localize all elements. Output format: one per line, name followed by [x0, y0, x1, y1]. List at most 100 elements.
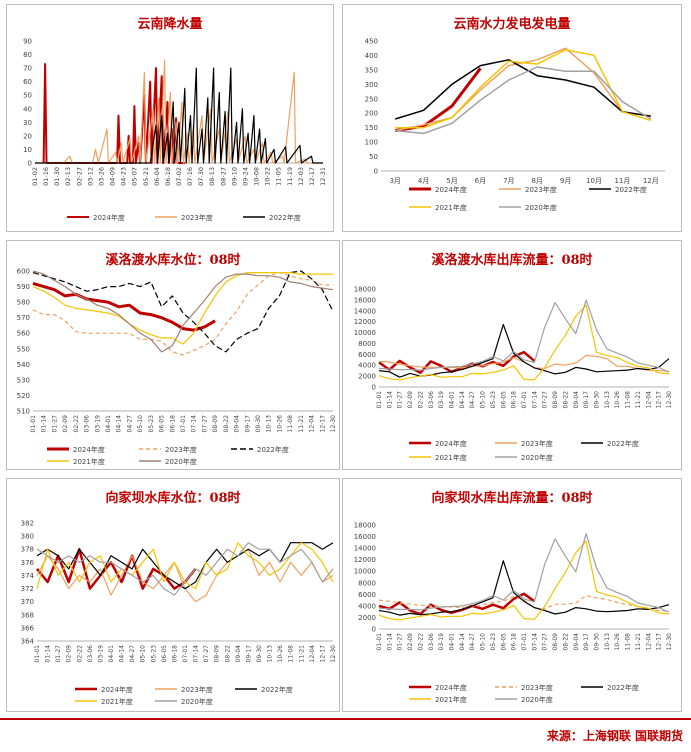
x-tick-label: 01-14 — [386, 391, 393, 409]
y-tick-label: 300 — [365, 81, 378, 89]
x-tick-label: 07-14 — [531, 391, 538, 409]
chart-panel-xiangjiaba-outflow: 向家坝水库出库流量：08时 0 2000 4000 6000 8000 10000 1200… — [342, 478, 682, 712]
y-tick-label: 8000 — [358, 579, 376, 587]
x-tick-label: 10-26 — [277, 645, 284, 663]
x-tick-label: 05-23 — [490, 633, 497, 651]
series-line-1 — [378, 594, 670, 612]
x-tick-label: 01-02 — [31, 167, 39, 186]
x-tick-label: 10-13 — [604, 633, 611, 651]
x-tick-label: 04-01 — [449, 391, 456, 409]
x-tick-label: 05-21 — [142, 167, 150, 186]
series-line-1 — [32, 272, 333, 356]
legend-label: 2022年度 — [607, 683, 639, 692]
legend-label: 2023年度 — [521, 439, 553, 448]
x-tick-label: 08-22 — [224, 645, 231, 663]
x-tick-label: 08-09 — [552, 633, 559, 651]
legend-label: 2021年度 — [435, 203, 467, 212]
x-tick-label: 02-22 — [76, 645, 83, 663]
y-tick-label: 580 — [17, 299, 30, 307]
y-tick-label: 50 — [23, 92, 32, 100]
legend-label: 2021年度 — [435, 695, 467, 704]
x-tick-label: 05-10 — [480, 633, 487, 651]
series-line-0 — [378, 350, 536, 375]
y-tick-label: 16000 — [354, 296, 376, 304]
y-tick-label: 372 — [21, 585, 34, 593]
legend-label: 2022年度 — [615, 185, 647, 194]
y-tick-label: 4000 — [358, 362, 376, 370]
x-tick-label: 01-27 — [397, 633, 404, 651]
x-tick-label: 09-04 — [573, 391, 580, 409]
y-tick-label: 100 — [365, 139, 378, 147]
x-tick-label: 01-01 — [376, 633, 383, 651]
x-tick-label: 06-18 — [164, 167, 172, 186]
legend-label: 2023年度 — [521, 683, 553, 692]
x-tick-label: 05-23 — [148, 415, 155, 433]
x-tick-label: 07-01 — [521, 391, 528, 409]
x-tick-label: 04-14 — [119, 645, 126, 663]
x-tick-label: 09-30 — [594, 633, 601, 651]
y-tick-label: 380 — [21, 533, 34, 541]
x-tick-label: 07-01 — [521, 633, 528, 651]
x-tick-label: 08-13 — [208, 167, 216, 186]
chart-title: 溪洛渡水库水位：08时 — [105, 253, 241, 268]
y-tick-label: 570 — [17, 314, 30, 322]
x-tick-label: 09-17 — [583, 633, 590, 651]
legend-label: 2024年度 — [435, 185, 467, 194]
x-tick-label: 12-30 — [330, 645, 337, 663]
y-tick-label: 6000 — [358, 591, 376, 599]
legend-label: 2023年度 — [525, 185, 557, 194]
y-tick-label: 18000 — [354, 522, 376, 530]
series-line-0 — [378, 592, 536, 616]
x-tick-label: 3月 — [389, 177, 400, 185]
x-tick-label: 01-01 — [34, 645, 41, 663]
x-tick-label: 01-01 — [30, 415, 37, 433]
chart-panel-yunnan-hydropower: 云南水力发电发电量 0 50 100 150 200 250 300 350 400 450 3月 4… — [342, 4, 682, 232]
y-tick-label: 350 — [365, 66, 378, 74]
x-tick-label: 11月 — [614, 177, 630, 185]
x-tick-label: 01-01 — [376, 391, 383, 409]
x-tick-label: 09-30 — [255, 415, 262, 433]
x-tick-label: 05-10 — [137, 415, 144, 433]
y-tick-label: 2000 — [358, 373, 376, 381]
x-tick-label: 07-01 — [180, 415, 187, 433]
x-tick-label: 11-21 — [298, 415, 305, 433]
x-tick-label: 02-22 — [417, 391, 424, 409]
chart-plot: 364 366 368 370 372 374 376 378 380 382 01-01 01-14… — [21, 520, 337, 707]
x-tick-label: 01-27 — [55, 645, 62, 663]
x-tick-label: 10-13 — [604, 391, 611, 409]
x-tick-label: 04-27 — [469, 633, 476, 651]
legend-label: 2020年度 — [181, 697, 213, 706]
x-tick-label: 04-27 — [129, 645, 136, 663]
y-tick-label: 16000 — [354, 533, 376, 541]
y-tick-label: 80 — [23, 51, 32, 59]
x-tick-label: 09-17 — [245, 645, 252, 663]
legend-label: 2020年度 — [165, 457, 197, 466]
x-tick-label: 04-09 — [109, 167, 117, 186]
footer-divider — [0, 718, 691, 720]
x-tick-label: 09-17 — [244, 415, 251, 433]
x-tick-label: 08-22 — [223, 415, 230, 433]
y-tick-label: 20 — [23, 132, 32, 140]
x-tick-label: 07-02 — [175, 167, 183, 186]
x-tick-label: 08-09 — [212, 415, 219, 433]
x-tick-label: 04-01 — [108, 645, 115, 663]
x-tick-label: 06-05 — [161, 645, 168, 663]
x-tick-label: 01-30 — [53, 167, 61, 186]
x-tick-label: 02-09 — [407, 391, 414, 409]
x-tick-label: 07-27 — [542, 391, 549, 409]
x-tick-label: 05-07 — [131, 167, 139, 186]
x-tick-label: 11-21 — [635, 391, 642, 409]
legend-label: 2024年度 — [93, 213, 125, 222]
x-tick-label: 01-27 — [51, 415, 58, 433]
y-tick-label: 364 — [21, 638, 35, 646]
x-tick-label: 12-04 — [645, 633, 652, 651]
y-tick-label: 150 — [365, 124, 378, 132]
y-tick-label: 30 — [23, 119, 32, 127]
series-line-4 — [32, 270, 334, 353]
y-tick-label: 450 — [365, 38, 378, 46]
x-tick-label: 07-14 — [531, 633, 538, 651]
x-tick-label: 03-06 — [87, 645, 94, 663]
x-tick-label: 05-23 — [490, 391, 497, 409]
y-tick-label: 366 — [21, 624, 35, 632]
x-tick-label: 10-26 — [614, 633, 621, 651]
